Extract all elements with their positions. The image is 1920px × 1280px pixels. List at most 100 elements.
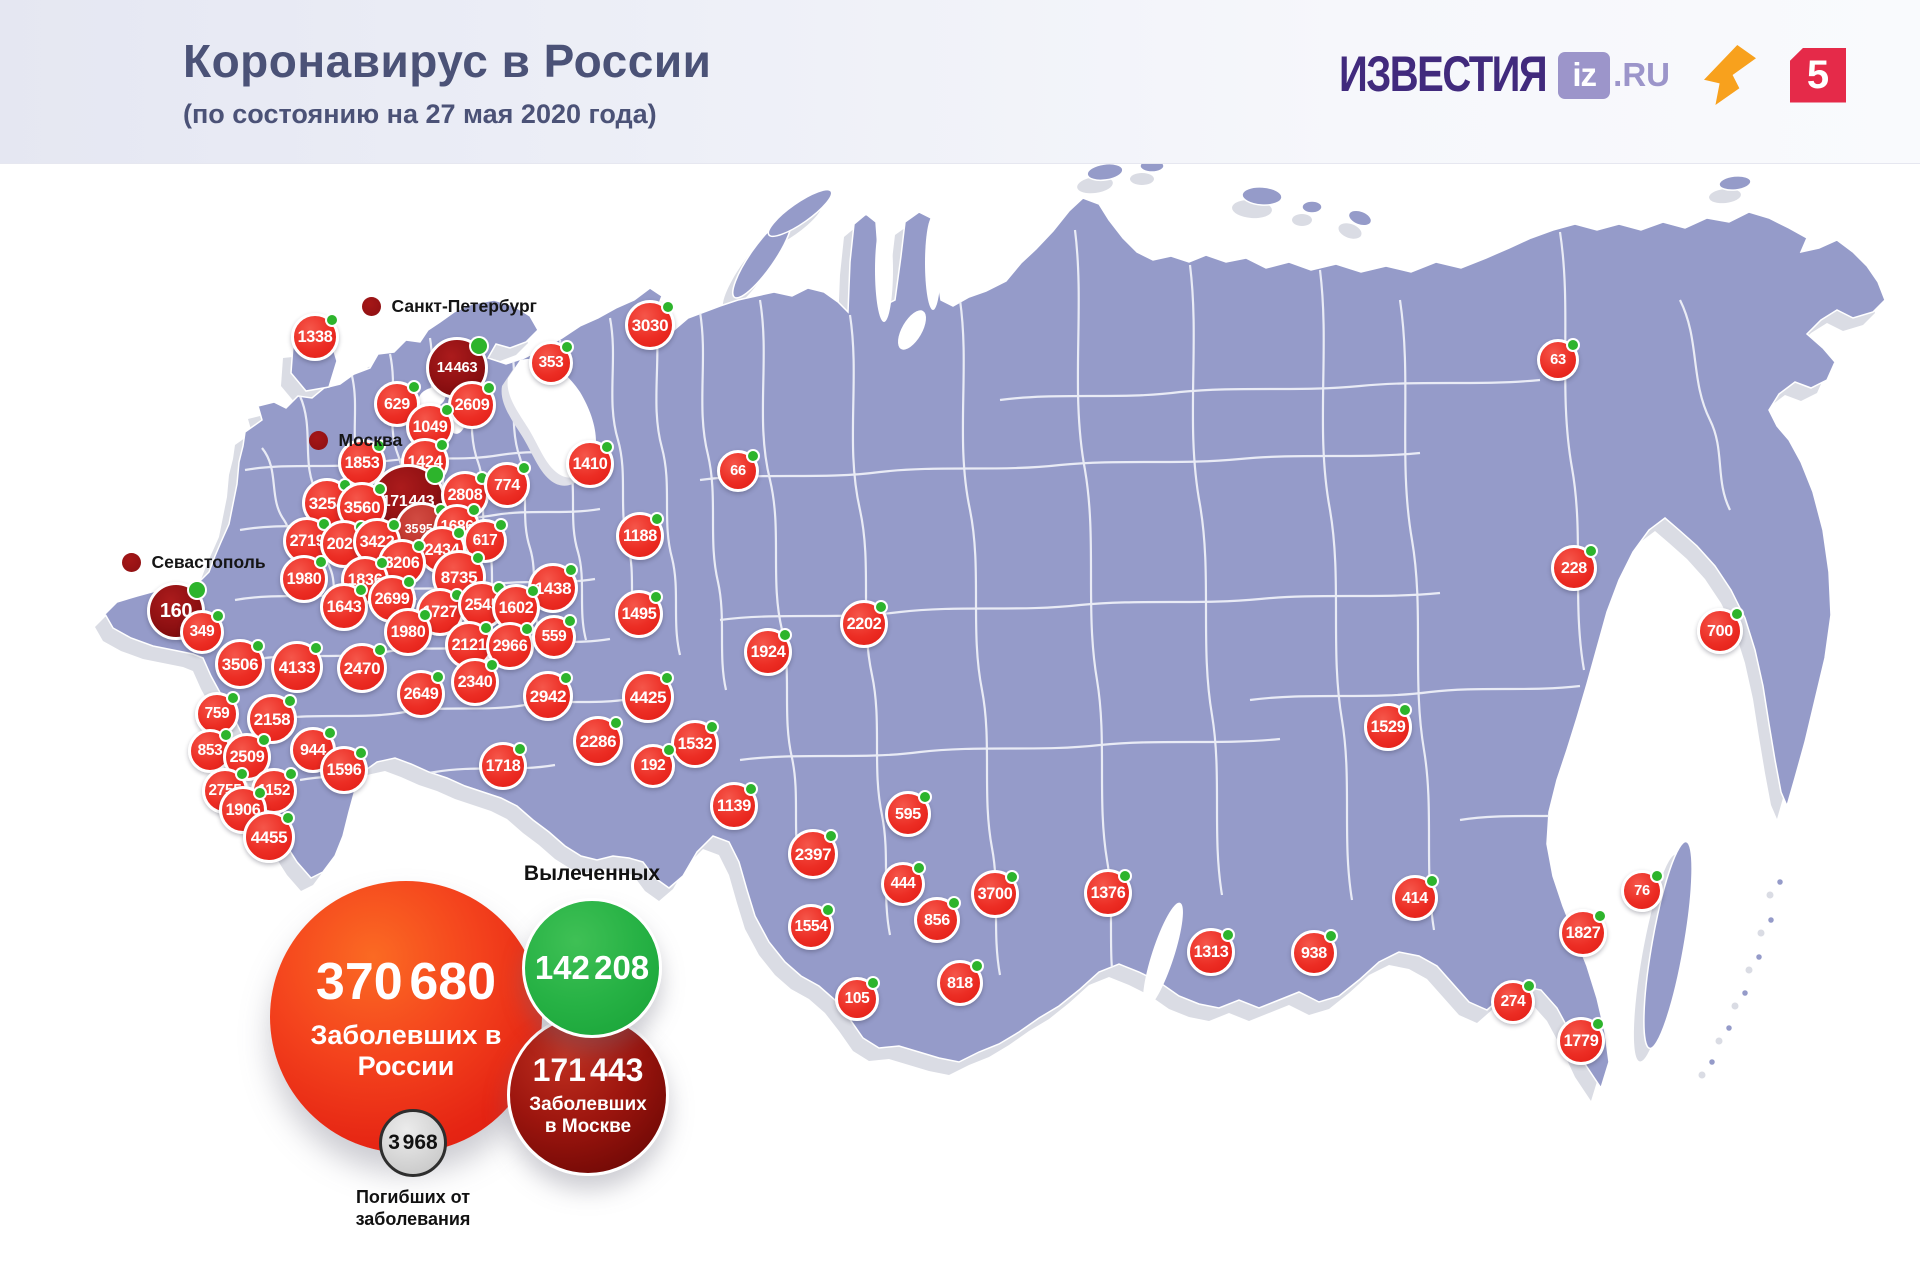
region-case-count: 2942 — [529, 686, 567, 706]
region-case-marker: 818 — [937, 960, 983, 1006]
ren-tv-logo-icon[interactable] — [1704, 45, 1756, 105]
recovered-dot-icon — [1120, 870, 1131, 881]
recovered-dot-icon — [285, 769, 296, 780]
region-case-marker: 1924 — [744, 628, 792, 676]
region-case-marker: 1313 — [1187, 928, 1235, 976]
region-case-count: 2023 — [326, 534, 362, 553]
region-case-marker: 4425 — [622, 671, 674, 723]
recovered-dot-icon — [377, 557, 388, 568]
recovered-dot-icon — [919, 792, 930, 803]
region-case-marker: 856 — [914, 897, 960, 943]
total-infected-value: 370 680 — [315, 953, 497, 1011]
region-case-count: 1438 — [534, 578, 572, 598]
iz-ru-logo-suffix[interactable]: .RU — [1613, 56, 1670, 93]
recovered-dot-icon — [477, 472, 488, 483]
region-case-count: 4133 — [278, 657, 316, 677]
recovered-dot-icon — [1007, 871, 1018, 882]
region-case-marker: 2202 — [840, 600, 888, 648]
region-case-count: 2202 — [846, 614, 882, 633]
region-case-marker: 1188 — [616, 512, 664, 560]
recovered-dot-icon — [826, 831, 836, 841]
recovered-dot-icon — [518, 463, 529, 474]
recovered-dot-icon — [528, 585, 539, 596]
recovered-dot-icon — [324, 728, 335, 739]
recovered-dot-icon — [651, 591, 662, 602]
city-label: Москва — [308, 430, 403, 451]
region-case-count: 1718 — [485, 756, 521, 775]
region-case-count: 1532 — [677, 734, 713, 753]
region-case-marker: 595 — [885, 791, 931, 837]
recovered-dot-icon — [408, 382, 419, 393]
region-case-count: 353 — [538, 354, 564, 372]
recovered-label: Вылеченных — [523, 862, 661, 885]
recovered-dot-icon — [404, 576, 415, 587]
region-case-count: 3254 — [308, 493, 346, 513]
region-case-count: 3506 — [221, 654, 259, 674]
city-dot-icon — [308, 431, 328, 450]
recovered-dot-icon — [1585, 546, 1596, 557]
city-name: Москва — [338, 430, 403, 450]
region-case-count: 1139 — [717, 796, 751, 815]
region-case-marker: 1980 — [280, 555, 328, 603]
recovered-dot-icon — [327, 314, 338, 325]
region-case-marker: 349 — [180, 610, 224, 654]
channel-5-logo-icon[interactable]: 5 — [1790, 47, 1846, 103]
region-case-count: 2340 — [457, 672, 493, 691]
recovered-dot-icon — [259, 734, 270, 745]
iz-ru-logo-icon[interactable]: iz — [1558, 51, 1611, 99]
region-case-marker: 1376 — [1084, 869, 1132, 917]
recovered-dot-icon — [471, 337, 488, 354]
recovered-dot-icon — [433, 671, 444, 682]
region-case-marker: 1596 — [320, 746, 368, 794]
region-case-count: 8735 — [440, 567, 478, 587]
region-case-count: 1313 — [1193, 942, 1229, 961]
recovered-dot-icon — [1400, 704, 1411, 715]
region-case-count: 1779 — [1563, 1031, 1599, 1050]
recovered-dot-icon — [515, 743, 526, 754]
region-case-marker: 444 — [881, 862, 925, 906]
city-label: Севастополь — [121, 552, 266, 573]
recovered-dot-icon — [1223, 929, 1234, 940]
region-case-count: 105 — [844, 990, 870, 1008]
region-case-marker: 3700 — [971, 870, 1019, 918]
region-case-count: 2470 — [343, 658, 381, 678]
region-case-count: 1495 — [621, 604, 657, 623]
region-case-marker: 1779 — [1557, 1017, 1605, 1065]
recovered-dot-icon — [310, 643, 321, 654]
region-case-marker: 2609 — [448, 381, 496, 429]
recovered-dot-icon — [602, 441, 613, 452]
region-case-marker: 66 — [717, 450, 759, 492]
total-infected-label: Заболевших в России — [310, 1020, 502, 1081]
region-case-count: 2808 — [447, 485, 483, 504]
region-case-count: 629 — [384, 394, 410, 413]
region-case-marker: 1529 — [1364, 703, 1412, 751]
recovered-dot-icon — [375, 645, 385, 655]
region-case-marker: 2158 — [247, 694, 297, 744]
page-title: Коронавирус в России — [183, 35, 712, 87]
recovered-dot-icon — [282, 813, 293, 824]
recovered-dot-icon — [1731, 609, 1742, 620]
region-case-count: 1827 — [1565, 923, 1601, 942]
recovered-dot-icon — [780, 629, 791, 640]
recovered-dot-icon — [822, 905, 833, 916]
region-case-count: 1529 — [1370, 717, 1406, 736]
region-case-count: 4455 — [250, 827, 288, 847]
recovered-dot-icon — [484, 382, 495, 393]
region-case-count: 63 — [1550, 351, 1566, 368]
recovered-dot-icon — [611, 718, 621, 728]
city-dot-icon — [121, 553, 141, 572]
region-case-marker: 228 — [1551, 545, 1597, 591]
recovered-dot-icon — [913, 863, 924, 874]
region-case-marker: 1139 — [710, 782, 758, 830]
izvestia-logo[interactable]: ИЗВЕСТИЯ — [1338, 46, 1548, 102]
region-case-marker: 938 — [1291, 930, 1337, 976]
recovered-dot-icon — [561, 342, 572, 353]
recovered-dot-icon — [1325, 931, 1336, 942]
region-case-count: 3700 — [977, 884, 1013, 903]
region-case-count: 559 — [541, 628, 567, 646]
region-case-marker: 1554 — [788, 904, 834, 950]
region-case-count: 66 — [730, 462, 746, 479]
region-case-count: 1338 — [297, 327, 333, 346]
deaths-value: 3 968 — [388, 1131, 438, 1154]
page-subtitle: (по состоянию на 27 мая 2020 года) — [183, 99, 657, 129]
